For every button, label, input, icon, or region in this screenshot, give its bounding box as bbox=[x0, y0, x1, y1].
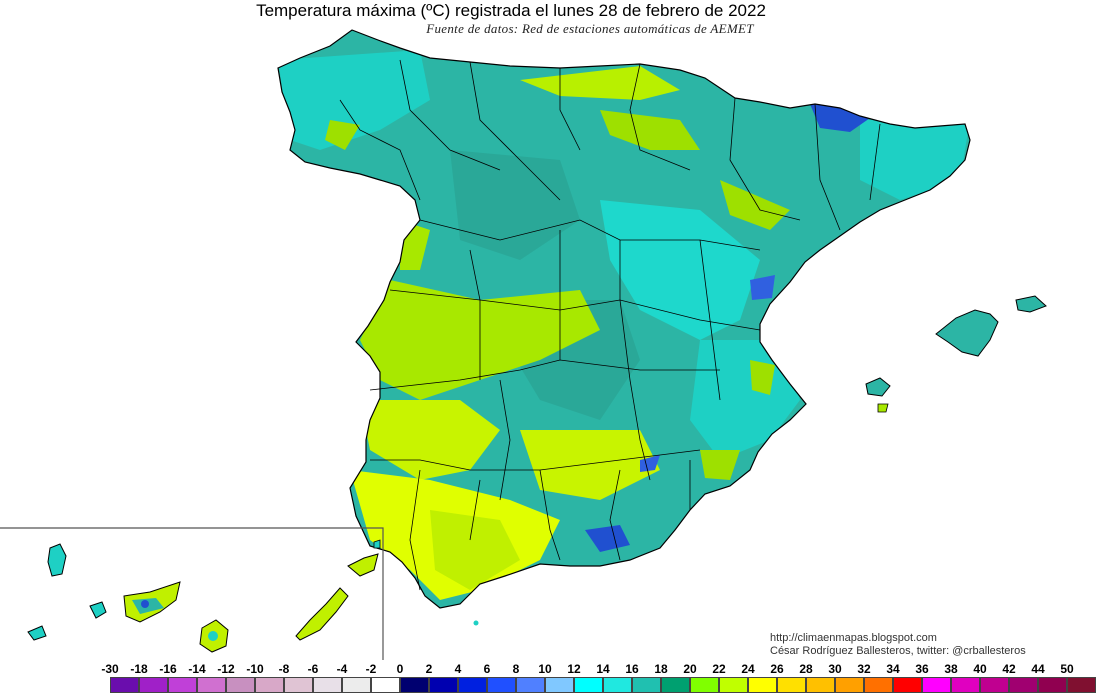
peninsula bbox=[277, 29, 971, 609]
legend-tick-label: 36 bbox=[915, 662, 929, 676]
legend-swatch bbox=[951, 677, 980, 693]
legend-tick-label: 50 bbox=[1060, 662, 1074, 676]
credits: http://climaenmapas.blogspot.com César R… bbox=[770, 632, 1026, 658]
legend-tick-label: 34 bbox=[886, 662, 900, 676]
legend-swatch bbox=[284, 677, 313, 693]
legend-swatch bbox=[371, 677, 400, 693]
legend-tick-label: 26 bbox=[770, 662, 784, 676]
legend-tick-label: 8 bbox=[512, 662, 520, 676]
legend-swatch bbox=[1038, 677, 1067, 693]
legend-swatch bbox=[400, 677, 429, 693]
canary-islands-inset bbox=[0, 527, 384, 660]
legend-tick-label: 16 bbox=[625, 662, 639, 676]
legend-swatch bbox=[661, 677, 690, 693]
legend-tick-label: -8 bbox=[278, 662, 290, 676]
legend-tick-label: 14 bbox=[596, 662, 610, 676]
legend-tick-label: 0 bbox=[396, 662, 404, 676]
legend-tick-label: -4 bbox=[336, 662, 348, 676]
legend-tick-label: 2 bbox=[425, 662, 433, 676]
legend-tick-label: 44 bbox=[1031, 662, 1045, 676]
legend-swatch bbox=[777, 677, 806, 693]
legend-swatch bbox=[168, 677, 197, 693]
legend-swatch bbox=[574, 677, 603, 693]
legend-tick-label: 4 bbox=[454, 662, 462, 676]
legend-tick-label: -12 bbox=[217, 662, 235, 676]
legend-swatch bbox=[1009, 677, 1038, 693]
legend-swatch bbox=[922, 677, 951, 693]
legend-swatch bbox=[545, 677, 574, 693]
legend-swatch bbox=[458, 677, 487, 693]
legend-swatch bbox=[429, 677, 458, 693]
legend-swatch bbox=[864, 677, 893, 693]
legend-tick-label: 32 bbox=[857, 662, 871, 676]
legend-swatch bbox=[487, 677, 516, 693]
legend-swatch bbox=[719, 677, 748, 693]
legend-swatch bbox=[980, 677, 1009, 693]
legend-swatch bbox=[255, 677, 284, 693]
legend-tick-label: 12 bbox=[567, 662, 581, 676]
legend-swatch bbox=[226, 677, 255, 693]
legend-tick-label: -16 bbox=[159, 662, 177, 676]
legend-swatch bbox=[342, 677, 371, 693]
legend-tick-label: -2 bbox=[365, 662, 377, 676]
legend-swatch bbox=[516, 677, 545, 693]
legend-tick-label: 28 bbox=[799, 662, 813, 676]
map-subtitle: Fuente de datos: Red de estaciones autom… bbox=[426, 21, 754, 36]
ceuta-marker bbox=[473, 620, 479, 626]
temperature-map bbox=[0, 29, 1047, 660]
legend-tick-label: 40 bbox=[973, 662, 987, 676]
credits-author: César Rodríguez Ballesteros, twitter: @c… bbox=[770, 645, 1026, 657]
legend-tick-label: 30 bbox=[828, 662, 842, 676]
legend-tick-label: 10 bbox=[538, 662, 552, 676]
legend-tick-label: -14 bbox=[188, 662, 206, 676]
legend-swatch bbox=[197, 677, 226, 693]
map-title: Temperatura máxima (ºC) registrada el lu… bbox=[256, 1, 766, 20]
legend-tick-label: -30 bbox=[101, 662, 119, 676]
legend-tick-label: 6 bbox=[483, 662, 491, 676]
legend-swatch bbox=[690, 677, 719, 693]
legend-tick-label: 38 bbox=[944, 662, 958, 676]
temperature-field bbox=[278, 50, 970, 600]
legend-tick-label: 20 bbox=[683, 662, 697, 676]
legend-swatch bbox=[632, 677, 661, 693]
legend-tick-label: -6 bbox=[307, 662, 319, 676]
legend-swatches bbox=[110, 677, 1096, 693]
legend-swatch bbox=[1067, 677, 1096, 693]
credits-blog: http://climaenmapas.blogspot.com bbox=[770, 632, 937, 644]
legend-swatch bbox=[139, 677, 168, 693]
legend-tick-label: 18 bbox=[654, 662, 668, 676]
province-borders bbox=[339, 59, 881, 591]
color-scale-legend: -30 -18 -16 -14 -12 -10 -8 -6 -4 -2 0 2 4 6 8 10 12 14 16 1… bbox=[0, 660, 1098, 696]
legend-swatch bbox=[748, 677, 777, 693]
legend-swatch bbox=[893, 677, 922, 693]
legend-swatch bbox=[835, 677, 864, 693]
legend-tick-label: 24 bbox=[741, 662, 755, 676]
legend-tick-label: 42 bbox=[1002, 662, 1016, 676]
balearic-islands bbox=[865, 295, 1047, 413]
legend-swatch bbox=[110, 677, 139, 693]
legend-tick-label: -18 bbox=[130, 662, 148, 676]
legend-swatch bbox=[313, 677, 342, 693]
legend-tick-label: 22 bbox=[712, 662, 726, 676]
legend-tick-label: -10 bbox=[246, 662, 264, 676]
legend-swatch bbox=[603, 677, 632, 693]
legend-swatch bbox=[806, 677, 835, 693]
